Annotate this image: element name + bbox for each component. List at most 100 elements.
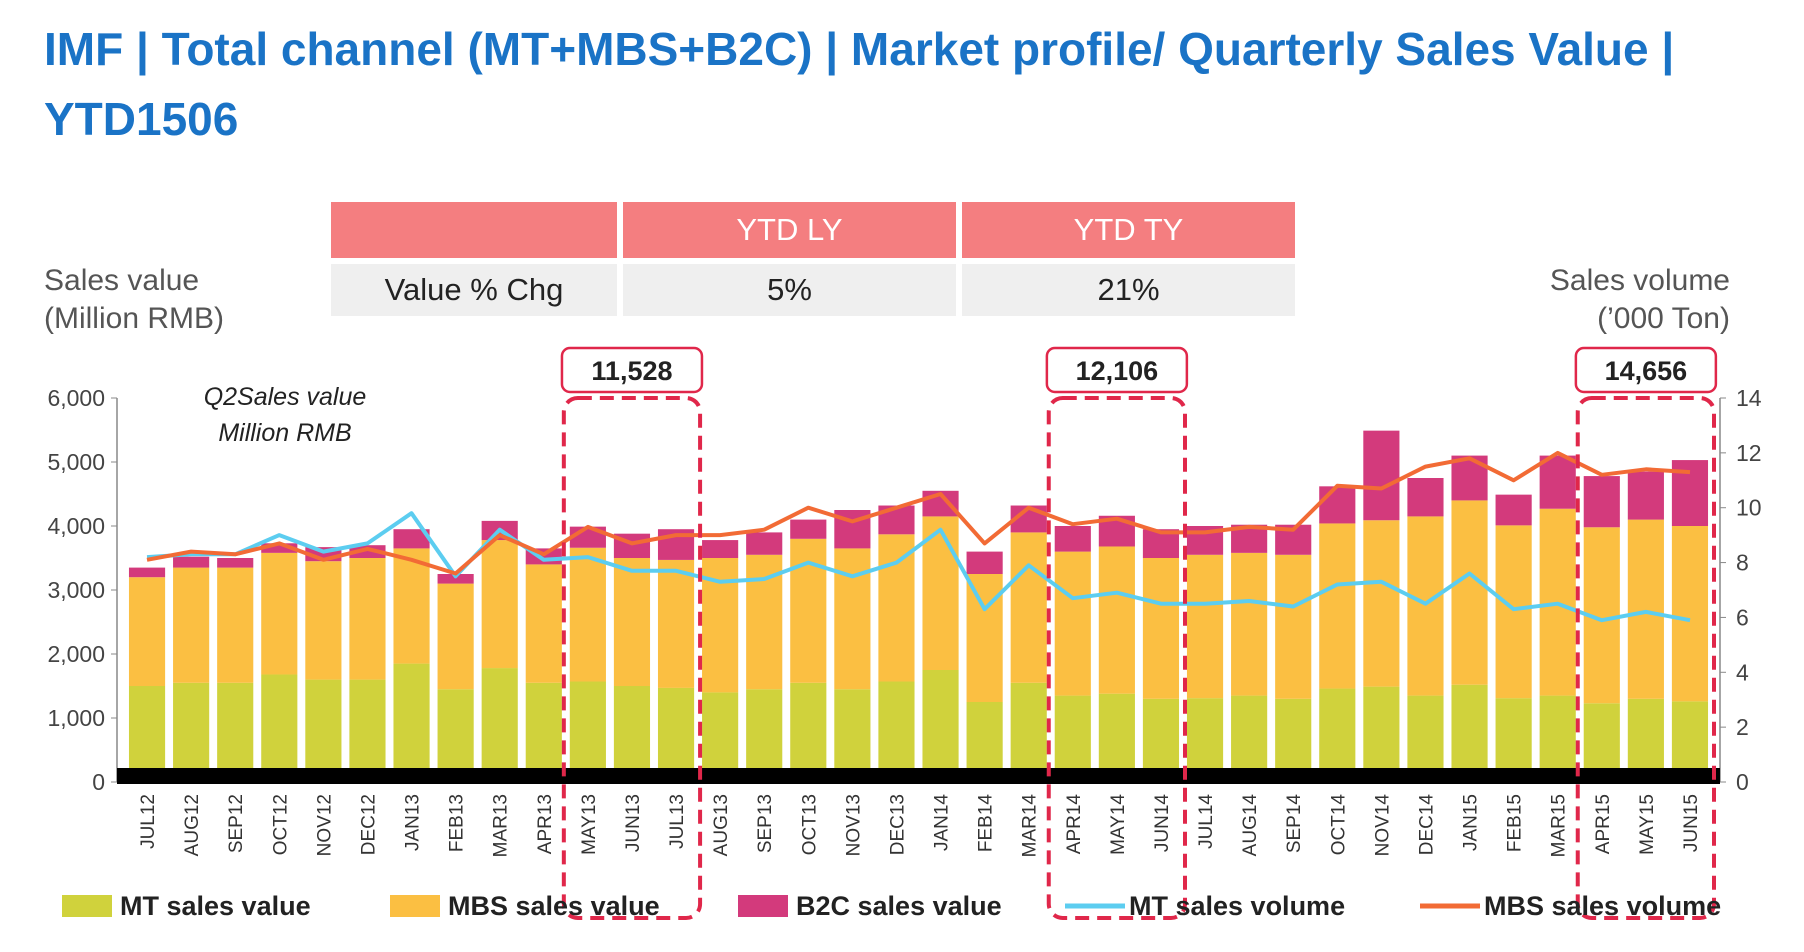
x-tick-label: AUG12 bbox=[182, 794, 203, 856]
mbs-value-bar bbox=[217, 567, 254, 683]
x-tick-label: NOV12 bbox=[314, 794, 335, 856]
quarter-highlight-frame bbox=[561, 396, 703, 920]
mbs-value-bar bbox=[393, 548, 430, 664]
b2c-value-bar bbox=[1319, 486, 1356, 524]
mt-value-bar bbox=[305, 679, 342, 782]
mbs-value-bar bbox=[657, 559, 695, 688]
y-right-tick-label: 2 bbox=[1736, 714, 1749, 740]
mt-value-bar bbox=[481, 668, 518, 782]
x-tick-label: MAR15 bbox=[1549, 794, 1570, 857]
quarter-highlight-frame bbox=[1575, 396, 1716, 920]
y-left-tick-label: 4,000 bbox=[47, 513, 105, 539]
y-right-tick-label: 4 bbox=[1736, 659, 1749, 685]
mbs-value-bar bbox=[1142, 558, 1180, 699]
x-tick-label: DEC14 bbox=[1416, 794, 1437, 856]
quarter-total-box bbox=[1045, 346, 1189, 394]
mbs-value-bar bbox=[966, 574, 1003, 702]
mbs-value-bar bbox=[481, 540, 518, 669]
x-tick-label: OCT13 bbox=[799, 794, 820, 855]
b2c-value-bar bbox=[173, 556, 210, 568]
mbs-value-bar bbox=[922, 516, 959, 670]
left-axis-label-line1: Sales value bbox=[44, 264, 200, 297]
mt-value-bar bbox=[128, 686, 166, 782]
y-right-tick-label: 10 bbox=[1736, 495, 1762, 521]
legend-swatch bbox=[62, 895, 112, 917]
b2c-value-bar bbox=[217, 558, 254, 568]
mbs-value-bar bbox=[128, 577, 166, 686]
mbs-value-bar bbox=[1319, 523, 1356, 689]
quarter-total-value: 14,656 bbox=[1605, 356, 1688, 386]
mt-value-bar bbox=[1319, 688, 1356, 782]
mbs-value-bar bbox=[1275, 554, 1312, 699]
b2c-value-bar bbox=[349, 545, 386, 558]
mt-value-bar bbox=[1451, 684, 1488, 782]
mbs-value-bar bbox=[261, 552, 298, 675]
mt-value-bar bbox=[702, 692, 739, 782]
mbs-value-bar bbox=[1010, 532, 1047, 683]
b2c-value-bar bbox=[261, 543, 298, 553]
x-tick-label: FEB14 bbox=[976, 794, 997, 853]
b2c-value-bar bbox=[966, 551, 1003, 574]
b2c-value-bar bbox=[1583, 476, 1620, 528]
mt-value-bar bbox=[569, 681, 606, 782]
x-tick-label: JUL14 bbox=[1196, 794, 1217, 849]
y-left-tick-label: 0 bbox=[92, 769, 105, 795]
mt-value-bar bbox=[1231, 695, 1268, 782]
y-right-tick-label: 12 bbox=[1736, 440, 1762, 466]
x-tick-label: JUN13 bbox=[623, 794, 644, 852]
b2c-value-bar bbox=[702, 540, 739, 558]
legend-label: MT sales volume bbox=[1129, 891, 1345, 921]
quarter-total-value: 11,528 bbox=[591, 356, 672, 386]
b2c-value-bar bbox=[1407, 478, 1444, 517]
quarter-total-box bbox=[560, 346, 704, 394]
y-left-tick-label: 3,000 bbox=[47, 577, 105, 603]
mt-value-bar bbox=[790, 682, 827, 782]
x-tick-label: APR13 bbox=[535, 794, 556, 854]
b2c-value-bar bbox=[437, 574, 474, 584]
x-tick-label: SEP12 bbox=[226, 794, 247, 853]
mbs-value-bar bbox=[1186, 554, 1224, 699]
legend-label: MBS sales volume bbox=[1484, 891, 1721, 921]
x-tick-label: NOV13 bbox=[843, 794, 864, 856]
b2c-value-bar bbox=[790, 519, 827, 539]
x-tick-label: JUL13 bbox=[667, 794, 688, 849]
x-tick-label: MAY13 bbox=[579, 794, 600, 855]
b2c-value-bar bbox=[1495, 494, 1532, 526]
kpi-value-ytd-ly: 5% bbox=[623, 264, 956, 316]
mt-value-bar bbox=[613, 686, 651, 782]
mbs-value-bar bbox=[1451, 500, 1488, 685]
mbs-value-bar bbox=[349, 558, 386, 680]
x-tick-label: JUN14 bbox=[1152, 794, 1173, 853]
kpi-value-ytd-ty: 21% bbox=[962, 264, 1295, 316]
mbs-value-bar bbox=[569, 547, 606, 682]
y-left-tick-label: 1,000 bbox=[47, 705, 105, 731]
mbs-value-bar bbox=[1231, 552, 1268, 696]
quarter-total-box bbox=[1574, 346, 1718, 394]
left-axis-label: Sales value (Million RMB) bbox=[44, 262, 224, 338]
x-axis-baseline bbox=[117, 768, 1720, 784]
mbs-value-bar bbox=[613, 558, 651, 686]
mt-value-bar bbox=[878, 681, 915, 782]
x-tick-label: FEB15 bbox=[1505, 794, 1526, 852]
mt-value-bar bbox=[393, 663, 430, 782]
mt-value-bar bbox=[437, 689, 474, 782]
x-tick-label: MAY14 bbox=[1108, 794, 1129, 855]
mt-value-bar bbox=[922, 670, 959, 782]
b2c-value-bar bbox=[1539, 455, 1576, 509]
chart-note: Million RMB bbox=[218, 419, 351, 447]
y-right-tick-label: 6 bbox=[1736, 604, 1749, 630]
mbs-volume-line bbox=[146, 450, 1691, 576]
mbs-value-bar bbox=[305, 561, 342, 680]
x-tick-label: NOV14 bbox=[1372, 794, 1393, 857]
x-tick-label: AUG13 bbox=[711, 794, 732, 856]
mt-value-bar bbox=[1407, 695, 1444, 782]
x-tick-label: JAN15 bbox=[1461, 794, 1482, 851]
mt-value-bar bbox=[1010, 682, 1047, 782]
y-right-tick-label: 14 bbox=[1736, 385, 1762, 411]
mt-value-bar bbox=[1054, 695, 1091, 782]
x-tick-label: OCT14 bbox=[1328, 794, 1349, 856]
x-tick-label: AUG14 bbox=[1240, 794, 1261, 857]
legend-label: B2C sales value bbox=[796, 891, 1002, 921]
mbs-value-bar bbox=[1627, 519, 1664, 699]
